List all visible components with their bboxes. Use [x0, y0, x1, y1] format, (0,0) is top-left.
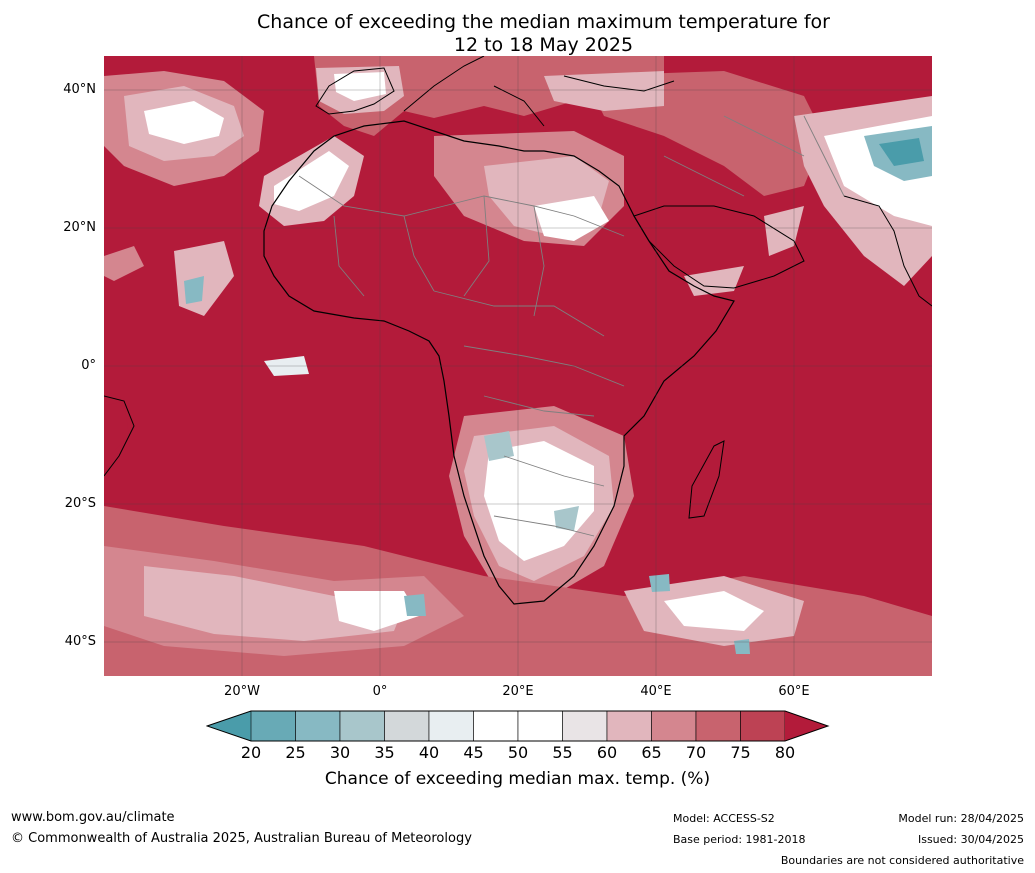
colorbar-tick-label: 45	[463, 743, 484, 762]
india-coastline	[843, 195, 932, 307]
colorbar-tick-label: 65	[641, 743, 662, 762]
colorbar-tick-label: 20	[240, 743, 262, 762]
colorbar-segment	[250, 710, 296, 742]
map-title-line2: 12 to 18 May 2025	[453, 34, 634, 56]
colorbar-segment	[339, 710, 385, 742]
lon-label-20e: 20°E	[502, 684, 534, 699]
colorbar-tick-label: 30	[329, 743, 351, 762]
colorbar-tick-label: 40	[418, 743, 440, 762]
colorbar-tick-label: 25	[285, 743, 306, 762]
colorbar-segment	[473, 710, 519, 742]
colorbar-segment	[428, 710, 474, 742]
probability-map	[104, 56, 932, 676]
colorbar-tick-label: 60	[596, 743, 618, 762]
colorbar-tick-label: 35	[374, 743, 395, 762]
country-borders	[298, 115, 845, 537]
lon-label-20w: 20°W	[224, 684, 260, 699]
lat-label-0: 0°	[81, 358, 96, 373]
lat-label-20s: 20°S	[64, 496, 96, 511]
copyright-text: © Commonwealth of Australia 2025, Austra…	[11, 831, 472, 846]
colorbar-tick-label: 75	[730, 743, 751, 762]
colorbar-segment	[384, 710, 430, 742]
africa-coastline	[263, 120, 735, 605]
colorbar-segment	[695, 710, 741, 742]
disclaimer-text: Boundaries are not considered authoritat…	[780, 854, 1024, 867]
colorbar-tick-label: 80	[774, 743, 796, 762]
colorbar-extend-high	[785, 711, 828, 741]
lat-label-40s: 40°S	[64, 634, 96, 649]
graticule	[104, 56, 932, 676]
model-text: Model: ACCESS-S2	[673, 812, 775, 825]
colorbar-segment	[740, 710, 786, 742]
website-link[interactable]: www.bom.gov.au/climate	[11, 810, 175, 825]
low-probability-area	[484, 431, 514, 461]
base-period-text: Base period: 1981-2018	[673, 833, 806, 846]
lat-label-20n: 20°N	[63, 220, 96, 235]
colorbar-label: Chance of exceeding median max. temp. (%…	[324, 769, 711, 789]
map-title-line1: Chance of exceeding the median maximum t…	[257, 11, 830, 33]
colorbar-segment	[295, 710, 341, 742]
issued-text: Issued: 30/04/2025	[917, 833, 1024, 846]
colorbar-outline	[206, 710, 830, 742]
colorbar-segment	[651, 710, 697, 742]
europe-coastline	[315, 67, 395, 115]
lon-label-0: 0°	[372, 684, 388, 699]
colorbar-segment	[517, 710, 563, 742]
colorbar	[206, 710, 830, 742]
colorbar-tick-label: 55	[552, 743, 573, 762]
colorbar-segment	[562, 710, 608, 742]
lon-label-40e: 40°E	[640, 684, 672, 699]
colorbar-tick-label: 70	[685, 743, 707, 762]
colorbar-extend-low	[207, 711, 251, 741]
lon-label-60e: 60°E	[778, 684, 810, 699]
colorbar-segment	[606, 710, 652, 742]
colorbar-tick-label: 50	[507, 743, 529, 762]
arabia-coastline	[633, 205, 805, 289]
madagascar-coast	[688, 440, 725, 519]
lat-label-40n: 40°N	[63, 82, 96, 97]
model-run-text: Model run: 28/04/2025	[898, 812, 1024, 825]
